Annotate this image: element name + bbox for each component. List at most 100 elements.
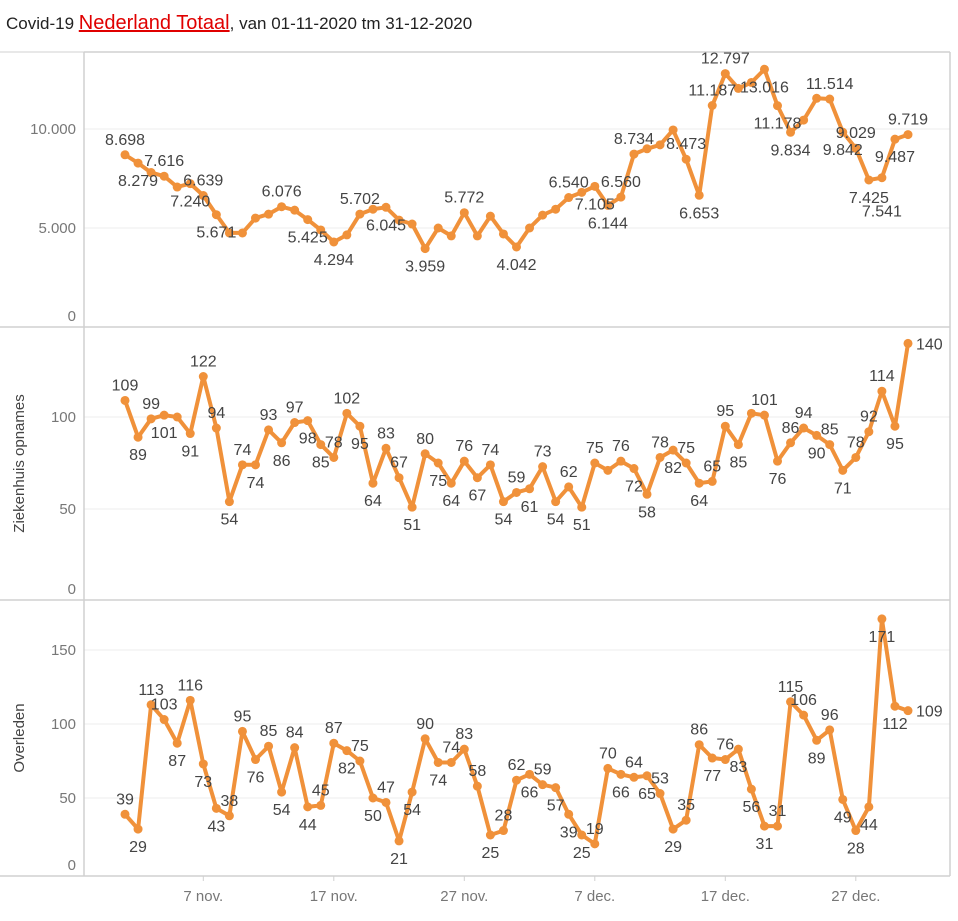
- data-point: [759, 64, 769, 74]
- data-point: [629, 149, 639, 159]
- data-point: [759, 821, 769, 831]
- data-label: 87: [325, 720, 343, 737]
- data-label: 8.698: [105, 132, 145, 149]
- data-label: 45: [312, 782, 330, 799]
- data-point: [786, 697, 796, 707]
- data-point: [577, 187, 587, 197]
- data-point: [616, 192, 626, 202]
- y-tick-label: 50: [59, 501, 76, 518]
- data-point: [838, 794, 848, 804]
- data-point: [485, 211, 495, 221]
- data-point: [264, 425, 274, 435]
- data-point: [812, 735, 822, 745]
- data-label: 85: [260, 723, 278, 740]
- region-link[interactable]: Nederland Totaal: [78, 12, 230, 34]
- data-point: [590, 181, 600, 191]
- title-prefix: Covid-19: [6, 14, 79, 33]
- data-point: [329, 237, 339, 247]
- y-tick-label: 10.000: [30, 121, 76, 138]
- data-point: [394, 836, 404, 846]
- data-label: 9.842: [823, 142, 863, 159]
- data-label: 9.029: [836, 125, 876, 142]
- data-point: [146, 700, 156, 710]
- data-point: [825, 725, 835, 735]
- data-point: [211, 423, 221, 433]
- data-label: 6.144: [588, 215, 628, 232]
- data-label: 31: [769, 803, 787, 820]
- data-label: 51: [403, 517, 421, 534]
- data-label: 75: [586, 440, 604, 457]
- data-point: [264, 209, 274, 219]
- data-label: 76: [716, 737, 734, 754]
- data-point: [224, 811, 234, 821]
- data-point: [707, 753, 717, 763]
- data-point: [198, 372, 208, 382]
- data-label: 74: [247, 475, 265, 492]
- data-point: [577, 502, 587, 512]
- data-point: [655, 140, 665, 150]
- data-point: [812, 93, 822, 103]
- data-point: [629, 772, 639, 782]
- data-point: [120, 150, 130, 160]
- data-label: 7.105: [575, 196, 615, 213]
- data-point: [498, 826, 508, 836]
- data-label: 78: [325, 434, 343, 451]
- data-point: [133, 158, 143, 168]
- data-point: [759, 410, 769, 420]
- data-point: [903, 706, 913, 716]
- data-label: 66: [521, 784, 539, 801]
- data-point: [551, 783, 561, 793]
- data-point: [512, 487, 521, 497]
- data-label: 53: [651, 771, 669, 788]
- data-point: [498, 497, 508, 507]
- data-point: [525, 769, 535, 779]
- data-label: 122: [190, 354, 217, 371]
- data-label: 67: [390, 455, 408, 472]
- data-point: [355, 421, 365, 431]
- data-point: [159, 171, 169, 181]
- data-point: [446, 757, 456, 767]
- x-tick-label: 7 nov.: [183, 888, 223, 905]
- data-label: 84: [286, 725, 304, 742]
- data-point: [224, 497, 234, 507]
- data-point: [746, 784, 756, 794]
- data-point: [825, 440, 835, 450]
- data-point: [446, 231, 456, 241]
- data-point: [316, 800, 326, 810]
- data-point: [198, 191, 208, 201]
- data-point: [733, 744, 743, 754]
- data-point: [303, 802, 313, 812]
- data-label: 72: [625, 479, 643, 496]
- data-point: [655, 789, 665, 799]
- data-label: 109: [916, 704, 943, 721]
- y-tick-label: 5.000: [38, 220, 76, 237]
- data-label: 62: [508, 757, 526, 774]
- data-point: [394, 473, 404, 483]
- data-point: [342, 230, 352, 240]
- data-point: [525, 223, 535, 233]
- data-point: [733, 440, 743, 450]
- data-label: 78: [847, 434, 865, 451]
- data-point: [316, 440, 326, 450]
- data-point: [459, 744, 469, 754]
- data-point: [564, 809, 574, 819]
- data-label: 101: [751, 392, 778, 409]
- data-label: 85: [821, 422, 839, 439]
- data-label: 6.639: [183, 173, 223, 190]
- data-point: [172, 412, 182, 422]
- data-point: [707, 476, 717, 486]
- data-point: [877, 173, 887, 183]
- y-tick-label: 0: [68, 308, 76, 325]
- data-point: [433, 757, 443, 767]
- data-point: [681, 815, 691, 825]
- data-label: 95: [351, 436, 369, 453]
- data-point: [851, 826, 861, 836]
- data-label: 19: [586, 821, 604, 838]
- data-label: 89: [808, 750, 826, 767]
- data-point: [551, 204, 561, 214]
- data-point: [185, 695, 195, 705]
- data-label: 76: [612, 438, 630, 455]
- data-label: 76: [769, 471, 787, 488]
- data-point: [433, 223, 443, 233]
- data-label: 82: [338, 761, 356, 778]
